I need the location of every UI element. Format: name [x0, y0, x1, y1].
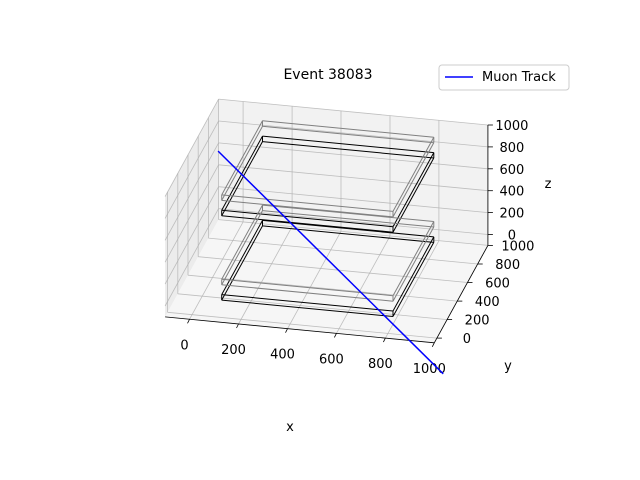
detector-edge: [221, 126, 263, 201]
detector-edge: [221, 220, 263, 295]
y-axis-line: [433, 245, 489, 343]
x-tick-mark: [236, 323, 239, 329]
detector-edge: [392, 226, 435, 302]
grid-x-floor: [189, 221, 244, 320]
detector-edge: [262, 141, 434, 159]
detector-edge: [392, 157, 435, 233]
y-tick-label: 0: [463, 332, 471, 347]
detector-edge: [221, 284, 394, 302]
grid-z-left: [164, 120, 219, 219]
axis-panes: [165, 99, 488, 343]
detector-edge: [221, 209, 394, 228]
grid-y-floor: [218, 219, 488, 246]
grid-y-floor: [167, 311, 437, 339]
detector-edge: [262, 135, 434, 154]
x-tick-label: 800: [368, 357, 393, 372]
x-axis-label: x: [286, 420, 294, 435]
axis-lines: [165, 125, 489, 344]
grid-z-back: [218, 164, 488, 192]
detector-edge: [392, 136, 435, 212]
pane-left: [165, 99, 219, 317]
detector-edge: [221, 225, 263, 301]
grid-z-left: [164, 142, 219, 241]
grid-z-left: [164, 164, 219, 263]
y-tick-label: 1000: [501, 239, 534, 254]
detector-edge: [262, 225, 434, 243]
grid-z-back: [218, 142, 488, 170]
grid-x-floor: [238, 226, 293, 325]
legend-box: [438, 64, 570, 91]
detector-edge: [392, 152, 435, 227]
z-tick-label: 600: [499, 163, 524, 178]
y-tick-label: 400: [475, 295, 500, 310]
detector-edge: [221, 199, 394, 218]
grid-z-back: [218, 120, 488, 148]
grid-z-back: [218, 98, 488, 126]
y-tick-label: 200: [465, 314, 490, 329]
y-tick-label: 600: [485, 277, 510, 292]
track-lines: [217, 150, 444, 375]
grid-x-floor: [287, 231, 342, 329]
x-tick-mark: [285, 328, 288, 333]
detector-edge: [392, 236, 435, 312]
grid-z-left: [164, 208, 219, 307]
x-tick-label: 1000: [413, 362, 446, 377]
grid-z-back: [218, 186, 488, 213]
detector-box: [221, 120, 435, 218]
x-tick-label: 400: [270, 348, 295, 363]
z-tick-label: 0: [508, 229, 516, 244]
grid-x-floor: [385, 240, 440, 339]
x-tick-mark: [431, 342, 435, 347]
x-tick-label: 600: [319, 352, 344, 367]
tick-labels: 0 200 400 600 800 100002004006008001000020040…: [180, 119, 534, 377]
detector-planes: [221, 120, 435, 317]
detector-edge: [392, 242, 435, 317]
z-tick-label: 800: [499, 141, 524, 156]
legend: Muon Track: [438, 64, 570, 91]
z-tick-label: 1000: [495, 119, 528, 134]
detector-edge: [262, 210, 434, 228]
detector-edge: [221, 135, 263, 211]
detector-box: [221, 135, 435, 233]
z-axis-label: z: [545, 177, 552, 192]
y-axis-label: y: [504, 359, 512, 374]
grid-x-floor: [336, 235, 391, 334]
detector-edge: [221, 141, 263, 217]
grid-z-left: [164, 98, 219, 197]
chart-title: Event 38083: [283, 67, 372, 83]
z-tick-label: 400: [499, 185, 524, 200]
legend-label-muon-track: Muon Track: [482, 70, 556, 85]
x-tick-label: 200: [221, 343, 246, 358]
detector-edge: [221, 278, 394, 297]
detector-edge: [221, 120, 263, 196]
detector-edge: [262, 204, 434, 222]
z-tick-label: 200: [499, 207, 524, 222]
detector-edge: [262, 125, 434, 144]
x-axis-line: [165, 316, 435, 344]
detector-edge: [221, 204, 263, 280]
detector-box: [221, 204, 435, 302]
x-tick-mark: [187, 319, 190, 324]
detector-edge: [221, 215, 394, 233]
detector-edge: [221, 210, 263, 285]
muon-track-line: [217, 150, 444, 375]
detector-edge: [221, 194, 394, 212]
x-tick-mark: [334, 333, 337, 338]
grid-z-left: [164, 186, 219, 285]
grid-z-back: [218, 208, 488, 235]
detector-edge: [392, 142, 435, 218]
y-tick-label: 800: [495, 258, 520, 273]
x-tick-label: 0: [180, 338, 188, 353]
detector-edge: [221, 299, 394, 317]
detector-edge: [221, 294, 394, 312]
detector-edge: [262, 120, 434, 138]
x-tick-mark: [383, 337, 386, 343]
detector-edge: [392, 221, 435, 296]
